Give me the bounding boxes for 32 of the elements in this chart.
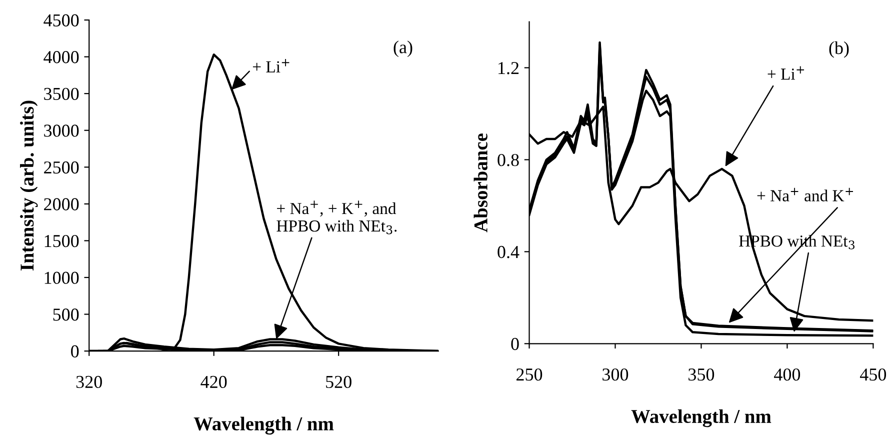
y-tick-label: 500 xyxy=(53,308,79,321)
y-tick-label: 0 xyxy=(71,345,79,358)
y-tick-label: 0.4 xyxy=(498,246,520,258)
x-tick-label: 350 xyxy=(688,368,714,381)
x-tick-label: 450 xyxy=(860,368,886,381)
y-tick-label: 1000 xyxy=(44,272,79,284)
y-tick-label: 1.2 xyxy=(498,62,519,74)
x-axis-title: Wavelength / nm xyxy=(194,416,334,435)
annotation: + Li$^{+}$ xyxy=(768,66,804,80)
y-tick-label: 3000 xyxy=(44,124,79,137)
x-tick-label: 320 xyxy=(76,376,102,388)
annotation: + Li$^{+}$ xyxy=(252,58,290,72)
x-tick-label: 520 xyxy=(326,376,352,388)
y-tick-label: 0 xyxy=(511,338,519,350)
x-tick-label: 400 xyxy=(774,368,800,381)
y-tick-label: 0.8 xyxy=(498,154,519,166)
x-tick-label: 300 xyxy=(602,368,628,381)
y-tick-label: 2500 xyxy=(44,161,79,174)
annotation: (b) xyxy=(829,41,849,58)
y-tick-label: 4500 xyxy=(44,14,79,26)
y-tick-label: 1500 xyxy=(44,234,79,248)
annotation: (a) xyxy=(394,40,412,57)
y-tick-label: 2000 xyxy=(44,198,79,210)
x-axis-title: Wavelength / nm xyxy=(631,409,772,428)
annotation: + Na$^{+}$ and K$^{+}$ xyxy=(757,188,853,202)
x-tick-label: 250 xyxy=(516,368,542,381)
y-tick-label: 4000 xyxy=(44,51,79,64)
y-axis-title: Intensity (arb. units) xyxy=(20,100,38,270)
y-tick-label: 3500 xyxy=(44,88,79,100)
x-tick-label: 420 xyxy=(200,376,227,388)
annotation: + Na$^{+}$, + K$^{+}$, and HPBO with NEt$_{3}$. xyxy=(276,200,397,234)
y-axis-title: Absorbance xyxy=(474,134,488,232)
